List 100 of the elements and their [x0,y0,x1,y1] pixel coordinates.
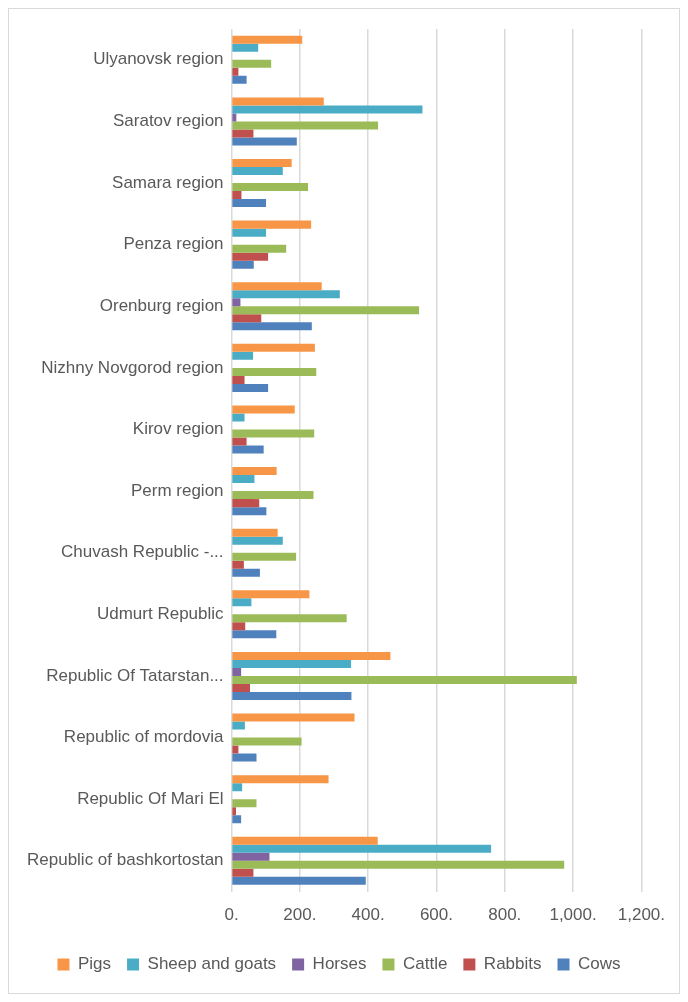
bar [232,121,379,130]
bar [232,405,295,414]
bar [232,507,267,516]
legend-label: Pigs [77,954,112,974]
bar [232,298,241,307]
bar [232,282,322,291]
bar [232,75,247,84]
legend-label: Cows [578,954,621,974]
bar [232,683,250,692]
bar [232,137,297,146]
bar [232,568,260,577]
bar [232,614,347,623]
bar [232,199,267,208]
bar [232,852,270,861]
bar [232,799,257,808]
y-tick-label: Perm region [130,480,224,500]
bar [232,413,245,422]
y-tick-label: Penza region [123,234,224,254]
bar [232,651,391,660]
bar [232,260,254,269]
y-tick-label: Nizhny Novgorod region [41,357,224,377]
y-tick-label: Republic of mordovia [63,727,225,747]
bar [232,552,297,561]
bar [232,105,423,114]
bar [232,713,355,722]
bar [232,244,287,253]
bar [232,322,312,331]
bar [232,43,259,52]
bar [232,868,254,877]
legend-label: Rabbits [483,954,542,974]
x-tick-label: 1,000. [549,905,597,925]
bar [232,445,264,454]
bar [232,590,310,599]
bar [232,343,315,352]
bar [232,314,262,323]
y-tick-label: Orenburg region [99,295,224,315]
legend-label: Cattle [402,954,448,974]
x-tick-label: 600. [419,905,454,925]
bar [232,691,352,700]
bar [232,622,246,631]
y-tick-label: Republic of bashkortostan [27,850,224,870]
bar [232,475,255,484]
bar [232,228,267,237]
bar [232,560,244,569]
bar [232,753,257,762]
bar [232,306,420,315]
bar [232,745,239,754]
bar [232,536,283,545]
bar [232,667,242,676]
y-tick-label: Saratov region [112,111,224,131]
bar [232,97,324,106]
bar [232,167,283,176]
bar [232,437,247,446]
bar [232,290,340,299]
bar [232,59,272,68]
bar [232,675,577,684]
y-tick-label: Kirov region [132,419,224,439]
bar [232,775,329,784]
bar [232,721,245,730]
bar [232,351,254,360]
bar [232,35,303,44]
x-tick-label: 200. [283,905,317,925]
bar [232,844,492,853]
bar [232,220,312,229]
legend-label: Sheep and goats [147,954,277,974]
y-tick-label: Samara region [112,172,224,192]
bar [232,836,378,845]
x-tick-label: 400. [351,905,385,925]
bar [232,807,236,816]
y-tick-label: Republic Of Tatarstan... [46,665,224,685]
bar [232,191,242,200]
bar [232,499,260,508]
bar [232,67,239,76]
y-tick-label: Ulyanovsk region [93,49,224,69]
x-tick-label: 800. [488,905,522,925]
legend-label: Horses [312,954,367,974]
bar [232,429,315,438]
bar [232,737,302,746]
bar [232,860,565,869]
y-tick-label: Udmurt Republic [96,604,225,624]
bar [232,467,277,476]
bar [232,598,252,607]
bar [232,659,352,668]
bar [232,367,317,376]
y-tick-label: Chuvash Republic -... [61,542,224,562]
bar [232,491,314,500]
x-tick-label: 1,200. [617,905,665,925]
bar [232,783,243,792]
bar [232,129,254,138]
bar [232,815,242,824]
bar [232,375,245,384]
bar [232,252,269,261]
bar [232,159,292,168]
bar [232,876,366,885]
y-tick-label: Republic Of Mari El [77,788,224,808]
bar [232,183,309,192]
bar [232,630,277,639]
bar [232,383,269,392]
bar [232,528,278,537]
x-tick-label: 0. [224,905,239,925]
